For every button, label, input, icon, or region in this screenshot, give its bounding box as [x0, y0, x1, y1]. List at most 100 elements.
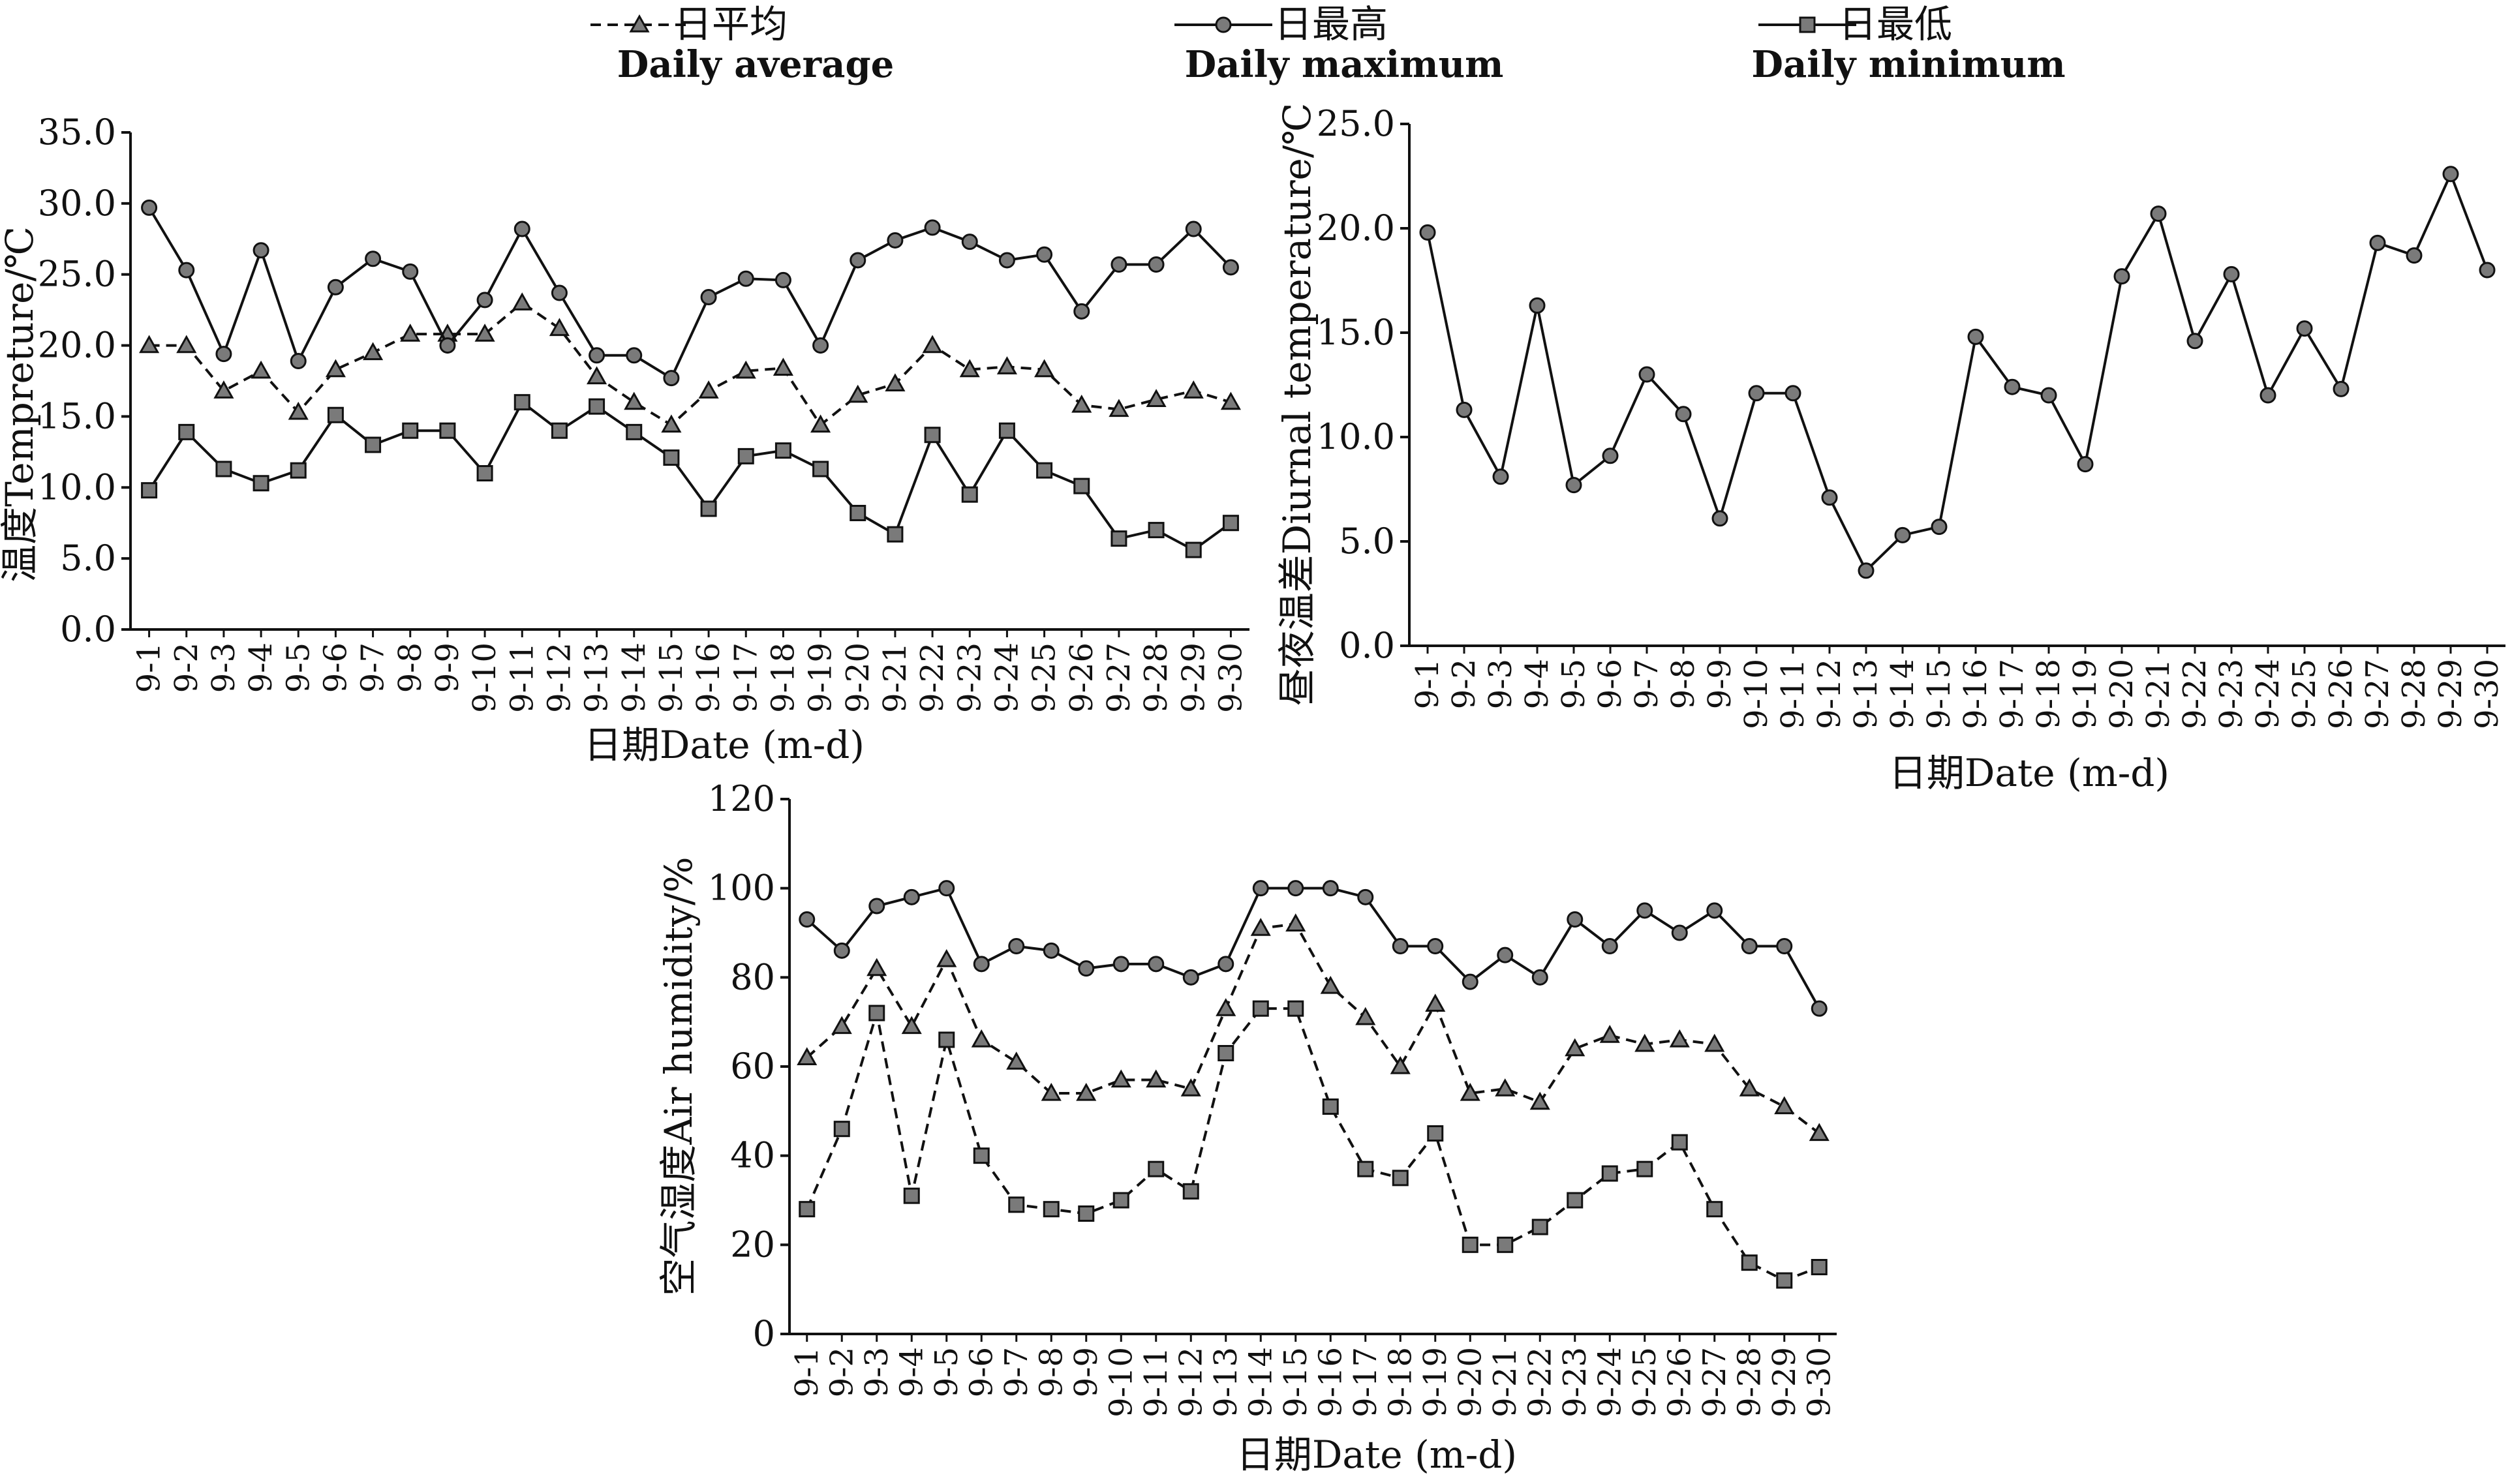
x-tick-label: 9-16 — [1957, 659, 1994, 729]
data-point-circle — [2113, 268, 2130, 285]
data-point-triangle — [885, 373, 906, 391]
data-point-circle — [868, 898, 885, 915]
y-tick-label: 20.0 — [38, 325, 116, 366]
x-tick-label: 9-19 — [1417, 1347, 1454, 1417]
data-point-square — [868, 1005, 885, 1022]
x-tick-label: 9-7 — [355, 643, 391, 693]
data-point-circle — [1110, 256, 1127, 273]
data-point-circle — [737, 270, 754, 287]
data-point-circle — [2259, 387, 2276, 404]
data-point-circle — [1222, 259, 1239, 276]
data-point-triangle — [213, 380, 234, 399]
data-point-triangle — [1529, 1091, 1550, 1110]
x-tick-label: 9-29 — [1175, 643, 1212, 713]
legend-item-average: 日平均 Daily average — [590, 2, 894, 86]
data-point-circle — [1492, 468, 1509, 485]
x-tick-label: 9-19 — [803, 643, 839, 713]
data-point-square — [1252, 1000, 1269, 1017]
data-point-triangle — [1183, 380, 1204, 399]
data-point-circle — [1894, 526, 1911, 543]
data-point-circle — [1073, 303, 1090, 320]
data-point-circle — [1601, 938, 1618, 954]
x-tick-label: 9-8 — [1665, 659, 1702, 709]
x-tick-label: 9-18 — [2030, 659, 2067, 729]
x-tick-label: 9-6 — [317, 643, 354, 693]
x-tick-label: 9-16 — [690, 643, 727, 713]
x-tick-label: 9-13 — [579, 643, 615, 713]
x-tick-label: 9-6 — [963, 1347, 1000, 1397]
data-point-triangle — [1110, 1069, 1131, 1088]
x-tick-label: 9-15 — [653, 643, 690, 713]
data-point-circle — [1043, 942, 1060, 959]
data-point-square — [402, 422, 419, 439]
x-tick-label: 9-4 — [243, 643, 279, 693]
x-tick-label: 9-9 — [1068, 1347, 1105, 1397]
x-tick-label: 9-26 — [2323, 659, 2359, 729]
series-line-circle — [1426, 170, 2489, 573]
x-tick-label: 9-2 — [823, 1347, 860, 1397]
data-point-triangle — [848, 384, 868, 403]
data-point-square — [1741, 1254, 1758, 1271]
x-tick-label: 9-7 — [1629, 659, 1665, 709]
y-tick-label: 120 — [708, 778, 775, 819]
legend-maximum-swatch — [1174, 16, 1272, 33]
data-point-triangle — [1355, 1007, 1376, 1025]
data-point-square — [1222, 515, 1239, 532]
x-tick-label: 9-11 — [1775, 659, 1811, 729]
data-point-square — [1706, 1201, 1723, 1218]
x-tick-label: 9-1 — [1409, 659, 1446, 709]
data-point-circle — [924, 219, 941, 236]
data-point-square — [253, 475, 269, 492]
x-tick-label: 9-24 — [988, 643, 1025, 713]
x-tick-label: 9-3 — [859, 1347, 895, 1397]
data-point-triangle — [587, 366, 607, 385]
x-tick-label: 9-20 — [1452, 1347, 1488, 1417]
data-point-triangle — [1495, 1078, 1516, 1097]
ylabel-diurnal: 昼夜温差Diurnal temperature/℃ — [1275, 103, 1319, 706]
x-tick-label: 9-10 — [1103, 1347, 1139, 1417]
data-point-triangle — [1146, 389, 1167, 407]
data-point-circle — [1419, 224, 1436, 241]
data-point-circle — [1741, 938, 1758, 954]
data-point-triangle — [996, 356, 1017, 374]
y-tick-label: 80 — [730, 956, 775, 997]
data-point-square — [1567, 1192, 1584, 1209]
data-point-square — [903, 1187, 920, 1204]
data-point-circle — [1462, 973, 1478, 990]
data-point-circle — [1357, 888, 1374, 905]
data-point-circle — [887, 232, 904, 249]
data-point-triangle — [474, 324, 495, 342]
data-point-circle — [327, 279, 344, 295]
x-tick-label: 9-24 — [1591, 1347, 1628, 1417]
x-tick-label: 9-1 — [789, 1347, 825, 1397]
data-point-triangle — [1041, 1082, 1062, 1101]
x-tick-label: 9-27 — [2359, 659, 2396, 729]
data-point-square — [365, 436, 382, 453]
data-point-square — [1148, 1160, 1165, 1177]
legend-average-cn: 日平均 — [674, 2, 788, 46]
x-tick-label: 9-26 — [1661, 1347, 1698, 1417]
data-point-triangle — [1109, 399, 1129, 417]
data-point-triangle — [1285, 913, 1306, 931]
x-tick-label: 9-24 — [2250, 659, 2286, 729]
data-point-square — [513, 394, 530, 411]
data-point-square — [1357, 1160, 1374, 1177]
data-point-circle — [1427, 938, 1444, 954]
y-tick-label: 25.0 — [1317, 103, 1395, 144]
data-point-circle — [1182, 969, 1199, 986]
series-line-triangle — [806, 922, 1820, 1135]
x-tick-label: 9-21 — [2140, 659, 2177, 729]
data-point-triangle — [797, 1047, 818, 1065]
data-point-circle — [2369, 234, 2386, 251]
data-point-square — [1776, 1272, 1793, 1289]
data-point-triangle — [1425, 993, 1446, 1012]
data-point-square — [1427, 1125, 1444, 1142]
x-tick-label: 9-18 — [1382, 1347, 1418, 1417]
y-tick-label: 10.0 — [1317, 416, 1395, 457]
y-tick-label: 0 — [753, 1313, 775, 1354]
data-point-circle — [1531, 969, 1548, 986]
data-point-square — [327, 406, 344, 423]
data-point-circle — [1931, 519, 1948, 536]
data-point-circle — [1036, 246, 1053, 263]
y-tick-label: 15.0 — [38, 395, 116, 436]
